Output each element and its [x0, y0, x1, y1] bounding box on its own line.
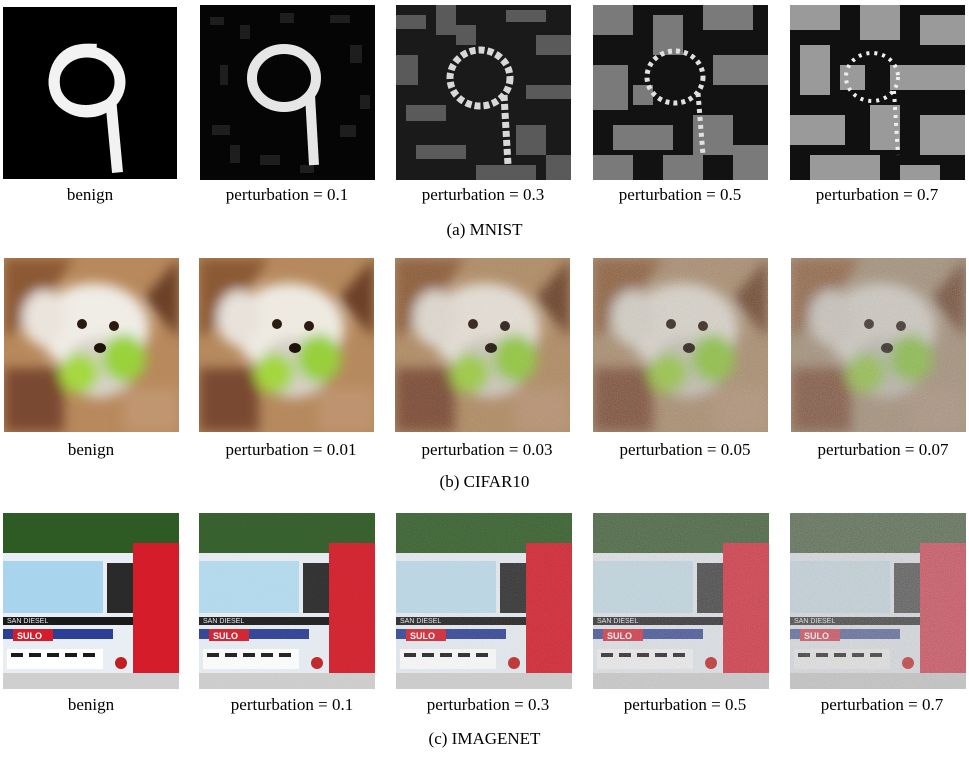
truck-icon: SAN DIESEL SULO [3, 513, 179, 689]
imagenet-label-1: perturbation = 0.1 [230, 695, 354, 714]
caption-mnist: (a) MNIST [446, 220, 523, 239]
puppy-with-toy-icon [791, 258, 966, 432]
imagenet-image-p3: SAN DIESEL SULO [396, 513, 572, 689]
imagenet-image-p7: SAN DIESEL SULO [790, 513, 966, 689]
mnist-label-1: perturbation = 0.1 [225, 185, 349, 204]
digit-nine-icon [3, 7, 177, 179]
cifar-image-p07 [791, 258, 966, 432]
cifar-image-benign [4, 258, 179, 432]
cifar-image-p03 [395, 258, 570, 432]
mnist-label-0: benign [66, 185, 114, 204]
imagenet-image-p5: SAN DIESEL SULO [593, 513, 769, 689]
mnist-label-2: perturbation = 0.3 [421, 185, 545, 204]
cifar-label-1: perturbation = 0.01 [225, 440, 357, 459]
panel-mnist: benign perturbation = 0.1 [0, 0, 969, 245]
puppy-with-toy-icon [395, 258, 570, 432]
imagenet-label-0: benign [67, 695, 115, 714]
noise-pattern [790, 5, 965, 180]
panel-cifar10: benign perturbation = 0.01 [4, 258, 966, 491]
truck-brand-text: SULO [17, 631, 42, 641]
noise-pattern [593, 5, 768, 180]
truck-icon: SAN DIESEL SULO [790, 513, 966, 689]
puppy-with-toy-icon [199, 258, 374, 432]
cifar-image-p05 [593, 258, 768, 432]
caption-imagenet: (c) IMAGENET [428, 729, 541, 748]
mnist-image-p3 [396, 5, 571, 180]
mnist-image-p1 [200, 5, 375, 180]
noise-pattern [200, 5, 375, 180]
truck-maker-text: SAN DIESEL [7, 618, 48, 625]
mnist-image-benign [3, 7, 177, 179]
truck-icon: SAN DIESEL SULO [199, 513, 375, 689]
cifar-label-0: benign [67, 440, 115, 459]
mnist-image-p7 [790, 5, 965, 180]
cifar-image-p01 [199, 258, 374, 432]
imagenet-image-benign: SAN DIESEL SULO [3, 513, 179, 689]
mnist-image-p5 [593, 5, 768, 180]
imagenet-label-2: perturbation = 0.3 [426, 695, 550, 714]
cifar-label-3: perturbation = 0.05 [619, 440, 751, 459]
imagenet-label-4: perturbation = 0.7 [820, 695, 944, 714]
puppy-with-toy-icon [4, 258, 179, 432]
truck-icon: SAN DIESEL SULO [396, 513, 572, 689]
mnist-label-4: perturbation = 0.7 [815, 185, 939, 204]
cifar-label-2: perturbation = 0.03 [421, 440, 553, 459]
mnist-label-3: perturbation = 0.5 [618, 185, 742, 204]
caption-cifar10: (b) CIFAR10 [439, 472, 530, 491]
noise-pattern [396, 5, 571, 180]
imagenet-label-3: perturbation = 0.5 [623, 695, 747, 714]
puppy-with-toy-icon [593, 258, 768, 432]
truck-icon: SAN DIESEL SULO [593, 513, 769, 689]
cifar-label-4: perturbation = 0.07 [817, 440, 949, 459]
imagenet-image-p1: SAN DIESEL SULO [199, 513, 375, 689]
